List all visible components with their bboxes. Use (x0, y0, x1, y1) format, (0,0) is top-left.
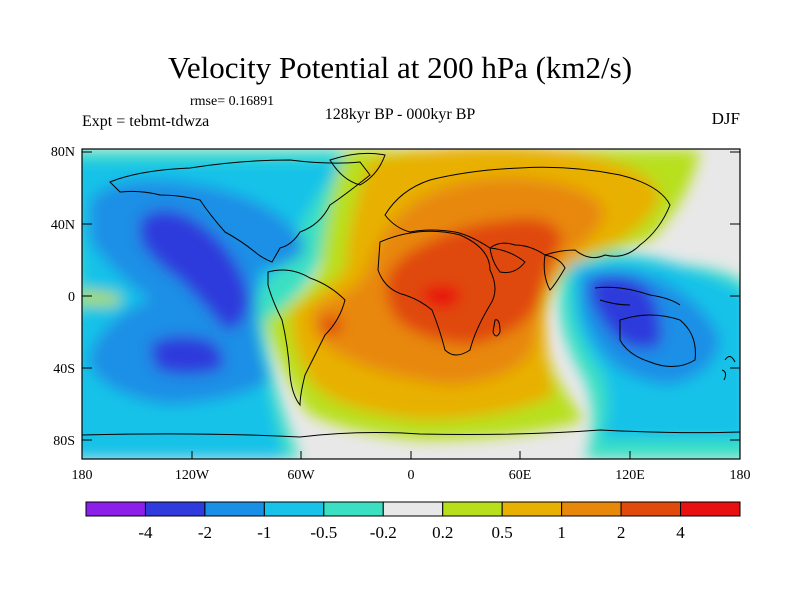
colorbar-swatch (501, 501, 563, 517)
colorbar-label: 0.5 (492, 523, 513, 542)
lon-tick-label: 120E (615, 468, 645, 483)
velocity-potential-field (82, 149, 740, 459)
pacific-deep-blue-south (150, 336, 224, 375)
lon-tick-label: 120W (175, 468, 210, 483)
colorbar-swatch (204, 501, 265, 517)
colorbar-label: 0.2 (432, 523, 453, 542)
colorbar-swatch (620, 501, 682, 517)
rmse-label: rmse= 0.16891 (190, 94, 275, 109)
coastlines (82, 152, 740, 438)
comparison-label: 128kyr BP - 000kyr BP (324, 106, 476, 123)
season-label: DJF (711, 109, 740, 128)
colorbar-swatch (144, 501, 206, 517)
lon-tick-label: 180 (72, 468, 93, 483)
coastline-antarctica (82, 429, 740, 438)
lon-tick-label: 60W (287, 468, 315, 483)
colorbar-label: -0.2 (370, 523, 397, 542)
lon-tick-label: 0 (408, 468, 415, 483)
positive-core (420, 285, 461, 308)
coastline-north-america (109, 159, 371, 263)
coastline-madagascar (492, 319, 501, 337)
plot-title: Velocity Potential at 200 hPa (km2/s) (167, 50, 633, 85)
colorbar-swatch (382, 501, 444, 517)
colorbar-label: -1 (257, 523, 271, 542)
contour-fills (82, 149, 740, 459)
coastline-eurasia (384, 166, 671, 259)
colorbar-label: 4 (676, 523, 685, 542)
coastline-india (543, 254, 566, 291)
longitude-tick-marks (81, 451, 741, 459)
lon-tick-label: 180 (730, 468, 751, 483)
colorbar-swatch (263, 501, 325, 517)
lat-tick-label: 40S (53, 362, 75, 377)
lat-tick-label: 0 (68, 290, 75, 305)
coastline-south-america (267, 269, 346, 407)
colorbar-label: -0.5 (310, 523, 337, 542)
colorbar-swatch (323, 501, 384, 517)
colorbar-swatch (680, 501, 741, 517)
latitude-tick-marks (82, 151, 740, 441)
lat-tick-label: 80N (51, 145, 75, 160)
left-edge-yellow (82, 290, 120, 305)
positive-brazil-spot (319, 316, 343, 336)
colorbar-swatch (561, 501, 622, 517)
lat-tick-label: 80S (53, 434, 75, 449)
lat-tick-label: 40N (51, 218, 75, 233)
colorbar-label: -2 (198, 523, 212, 542)
coastline-africa (377, 230, 496, 356)
experiment-label: Expt = tebmt-tdwza (82, 113, 210, 130)
colorbar-label: 2 (617, 523, 626, 542)
lon-tick-label: 60E (509, 468, 532, 483)
coastline-indonesia (594, 286, 681, 306)
colorbar (85, 501, 741, 517)
colorbar-swatch (442, 501, 503, 517)
colorbar-labels: -4 -2 -1 -0.5 -0.2 0.2 0.5 1 2 4 (138, 523, 685, 542)
coastline-greenland (329, 152, 386, 186)
colorbar-label: -4 (138, 523, 153, 542)
indo-pacific-deep-blue (590, 275, 662, 349)
colorbar-swatch (85, 501, 146, 517)
coastline-new-zealand (721, 356, 736, 381)
coastline-arabia (489, 247, 526, 273)
positive-red-orange (386, 218, 563, 345)
colorbar-label: 1 (557, 523, 566, 542)
pacific-deep-blue-north (140, 210, 250, 330)
coastline-australia (619, 314, 696, 367)
